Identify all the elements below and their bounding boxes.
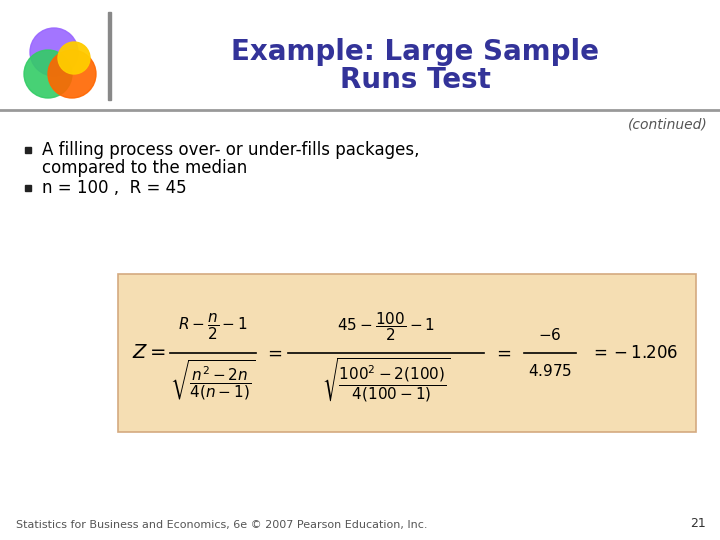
- Text: Statistics for Business and Economics, 6e © 2007 Pearson Education, Inc.: Statistics for Business and Economics, 6…: [16, 520, 428, 530]
- Text: $R-\dfrac{n}{2}-1$: $R-\dfrac{n}{2}-1$: [178, 312, 248, 342]
- Text: $=-1.206$: $=-1.206$: [590, 344, 678, 362]
- Text: $\sqrt{\dfrac{n^2-2n}{4(n-1)}}$: $\sqrt{\dfrac{n^2-2n}{4(n-1)}}$: [171, 358, 256, 402]
- Text: Runs Test: Runs Test: [340, 66, 490, 94]
- Text: $45-\dfrac{100}{2}-1$: $45-\dfrac{100}{2}-1$: [337, 310, 435, 343]
- Text: $\sqrt{\dfrac{100^2-2(100)}{4(100-1)}}$: $\sqrt{\dfrac{100^2-2(100)}{4(100-1)}}$: [322, 356, 450, 403]
- Text: n = 100 ,  R = 45: n = 100 , R = 45: [42, 179, 186, 197]
- FancyBboxPatch shape: [118, 274, 696, 432]
- Text: 21: 21: [690, 517, 706, 530]
- Text: $=$: $=$: [264, 344, 282, 362]
- Text: (continued): (continued): [629, 118, 708, 132]
- Text: A filling process over- or under-fills packages,: A filling process over- or under-fills p…: [42, 141, 420, 159]
- Text: Example: Large Sample: Example: Large Sample: [231, 38, 599, 66]
- Circle shape: [58, 42, 90, 74]
- Bar: [108, 12, 110, 100]
- Circle shape: [24, 50, 72, 98]
- Circle shape: [30, 28, 78, 76]
- Circle shape: [48, 50, 96, 98]
- Text: $4.975$: $4.975$: [528, 363, 572, 379]
- Text: $Z=$: $Z=$: [132, 343, 166, 362]
- Text: compared to the median: compared to the median: [42, 159, 247, 177]
- Text: $-6$: $-6$: [539, 327, 562, 343]
- Text: $=$: $=$: [492, 344, 511, 362]
